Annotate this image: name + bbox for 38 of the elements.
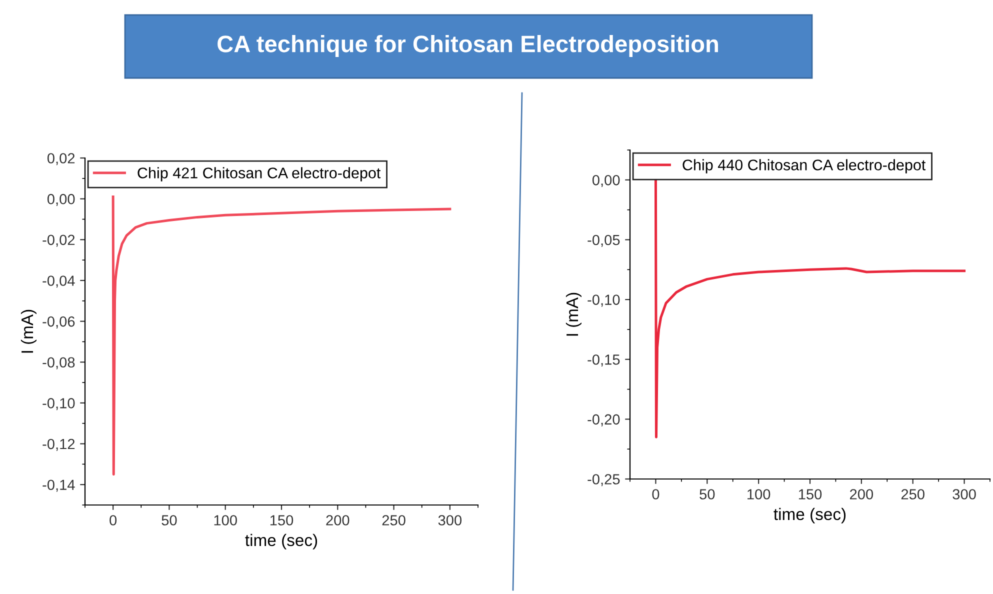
x-tick-label: 0 xyxy=(652,489,660,500)
x-tick-label: 250 xyxy=(901,489,924,500)
legend-label: Chip 421 Chitosan CA electro-depot xyxy=(138,167,381,182)
line-series xyxy=(112,196,452,476)
x-tick-label: 150 xyxy=(270,515,294,526)
y-tick-label: -0,20 xyxy=(588,414,620,426)
y-tick-label: -0,12 xyxy=(42,438,75,451)
y-tick-label: 0,00 xyxy=(592,175,620,188)
y-axis-title: I (mA) xyxy=(566,292,582,336)
chart-title: CA technique for Chitosan Electrodeposition xyxy=(218,34,718,58)
x-tick-label: 250 xyxy=(382,515,406,526)
y-tick-label: 0,00 xyxy=(47,194,75,206)
legend-label: Chip 440 Chitosan CA electro-depot xyxy=(682,159,926,174)
x-tick-label: 100 xyxy=(214,515,237,526)
x-tick-label: 300 xyxy=(952,489,976,500)
y-tick-label: 0,02 xyxy=(47,153,75,166)
x-tick-label: 50 xyxy=(700,489,715,500)
y-axis-title: I (mA) xyxy=(20,310,36,353)
x-axis-title: time (sec) xyxy=(774,508,846,524)
y-tick-label: -0,08 xyxy=(42,357,75,370)
y-tick-label: -0,14 xyxy=(42,480,75,492)
x-tick-label: 0 xyxy=(110,515,117,526)
x-tick-label: 200 xyxy=(326,515,350,526)
x-tick-label: 150 xyxy=(798,489,822,500)
x-tick-label: 100 xyxy=(748,489,770,500)
y-tick-label: -0,10 xyxy=(588,294,620,307)
x-tick-label: 300 xyxy=(438,515,462,526)
y-tick-label: -0,10 xyxy=(42,398,75,410)
line-series xyxy=(654,178,966,438)
y-tick-label: -0,15 xyxy=(588,354,620,367)
y-tick-label: -0,05 xyxy=(588,234,620,247)
y-tick-label: -0,02 xyxy=(42,234,75,247)
y-tick-label: -0,25 xyxy=(588,474,620,486)
x-tick-label: 200 xyxy=(850,489,874,500)
x-axis-title: time (sec) xyxy=(245,534,318,550)
y-tick-label: -0,06 xyxy=(42,316,75,328)
x-tick-label: 50 xyxy=(162,515,177,526)
y-tick-label: -0,04 xyxy=(42,276,75,288)
